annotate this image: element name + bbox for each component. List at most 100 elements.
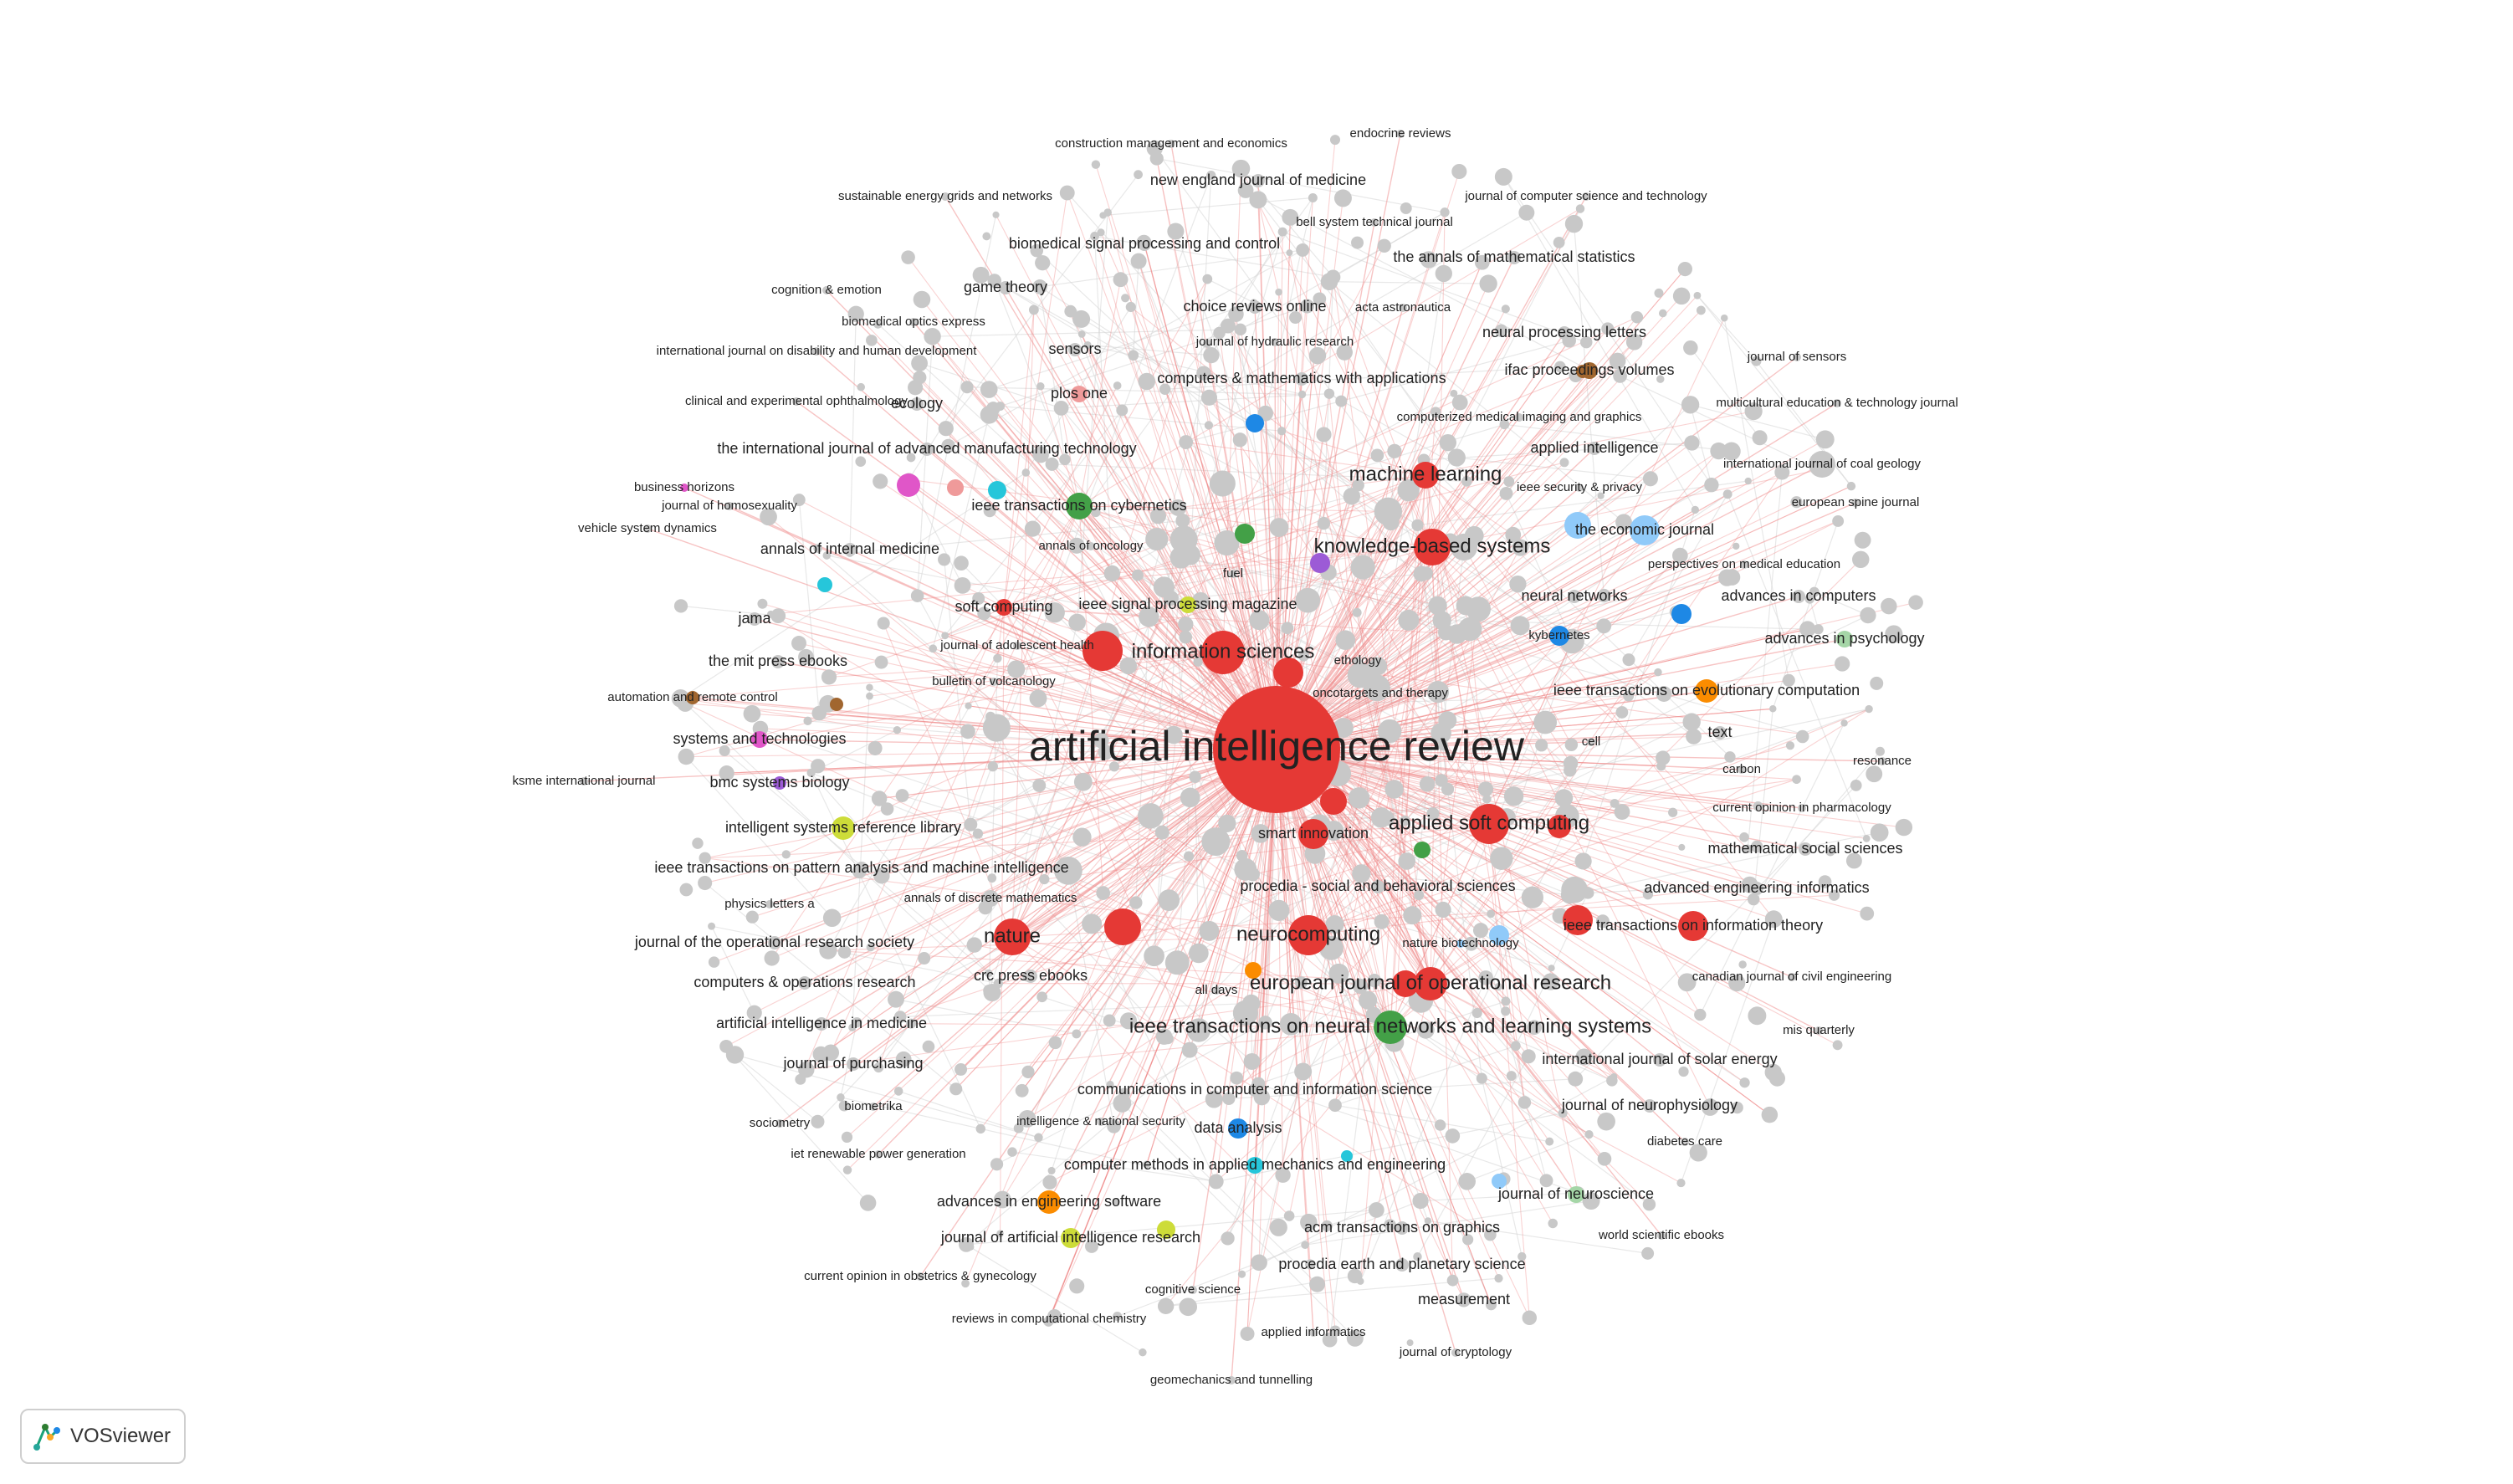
node[interactable] (920, 443, 934, 456)
node[interactable] (1750, 882, 1763, 895)
node[interactable] (751, 731, 768, 748)
node[interactable] (680, 484, 688, 492)
node[interactable] (843, 543, 857, 556)
node[interactable] (1878, 757, 1886, 765)
node[interactable] (725, 502, 734, 510)
node[interactable] (815, 1017, 828, 1031)
node[interactable] (1371, 880, 1384, 893)
node[interactable] (1374, 1011, 1407, 1044)
node[interactable] (910, 397, 924, 411)
node[interactable] (1395, 1221, 1409, 1235)
node[interactable] (1061, 1228, 1081, 1248)
node[interactable] (995, 599, 1012, 616)
node[interactable] (1399, 304, 1407, 312)
node[interactable] (941, 192, 949, 201)
node[interactable] (1653, 1053, 1666, 1067)
node[interactable] (1457, 1293, 1471, 1307)
node[interactable] (1740, 560, 1748, 569)
node[interactable] (1738, 765, 1746, 774)
node[interactable] (1657, 1231, 1666, 1240)
node[interactable] (1071, 386, 1088, 402)
node[interactable] (580, 777, 588, 785)
node[interactable] (1087, 542, 1095, 550)
node[interactable] (1587, 738, 1595, 746)
node[interactable] (909, 318, 918, 326)
node[interactable] (847, 1057, 860, 1071)
node[interactable] (1167, 140, 1175, 148)
node[interactable] (1799, 842, 1812, 856)
node[interactable] (1678, 911, 1708, 941)
node[interactable] (1251, 174, 1265, 187)
node[interactable] (1396, 130, 1405, 138)
node[interactable] (748, 612, 761, 626)
node[interactable] (773, 776, 786, 790)
node[interactable] (999, 281, 1012, 294)
node[interactable] (1246, 1157, 1263, 1174)
node[interactable] (1568, 1186, 1584, 1203)
node[interactable] (1298, 819, 1328, 849)
node[interactable] (775, 1119, 784, 1128)
node[interactable] (1376, 689, 1384, 698)
node[interactable] (916, 1272, 924, 1281)
node[interactable] (1643, 1099, 1656, 1113)
node[interactable] (982, 890, 999, 907)
node[interactable] (1037, 1190, 1061, 1214)
node[interactable] (1248, 300, 1262, 314)
node[interactable] (1180, 596, 1196, 613)
node[interactable] (874, 1150, 883, 1159)
node[interactable] (994, 919, 1031, 955)
node[interactable] (686, 691, 699, 704)
node[interactable] (1507, 251, 1521, 264)
node[interactable] (1851, 499, 1860, 507)
node[interactable] (1681, 1138, 1689, 1146)
node[interactable] (1588, 442, 1601, 455)
node[interactable] (1793, 353, 1801, 361)
node[interactable] (643, 525, 652, 533)
node[interactable] (768, 936, 781, 949)
node[interactable] (1227, 1376, 1236, 1384)
node[interactable] (1138, 238, 1151, 251)
node[interactable] (1833, 399, 1841, 407)
node[interactable] (1582, 192, 1590, 201)
node[interactable] (1568, 590, 1581, 603)
vosviewer-badge[interactable]: VOSviewer (20, 1409, 186, 1464)
node[interactable] (1288, 915, 1328, 955)
node[interactable] (1630, 515, 1660, 545)
node[interactable] (1354, 657, 1362, 665)
node[interactable] (1201, 631, 1245, 674)
node[interactable] (822, 286, 831, 294)
node[interactable] (1228, 1118, 1248, 1139)
node[interactable] (812, 347, 821, 356)
node[interactable] (1798, 804, 1806, 812)
node[interactable] (1248, 1083, 1262, 1097)
node[interactable] (1814, 1026, 1823, 1035)
node[interactable] (1309, 1328, 1318, 1337)
node[interactable] (1575, 484, 1584, 492)
node[interactable] (1212, 986, 1221, 995)
node[interactable] (1581, 362, 1598, 379)
node[interactable] (869, 1103, 878, 1111)
node[interactable] (1713, 726, 1727, 739)
node[interactable] (765, 900, 774, 908)
node[interactable] (1414, 529, 1451, 565)
node[interactable] (1045, 1315, 1053, 1323)
node[interactable] (771, 655, 785, 668)
node[interactable] (1809, 451, 1835, 478)
node[interactable] (990, 678, 998, 686)
node[interactable] (1469, 804, 1509, 844)
node[interactable] (832, 816, 855, 840)
node[interactable] (1788, 973, 1796, 981)
node[interactable] (1456, 939, 1465, 948)
node[interactable] (1024, 970, 1037, 983)
node[interactable] (1412, 462, 1439, 489)
node[interactable] (1792, 590, 1805, 603)
node[interactable] (1295, 372, 1308, 386)
node[interactable] (1836, 631, 1853, 647)
node[interactable] (1558, 326, 1571, 340)
node[interactable] (798, 976, 811, 990)
node[interactable] (792, 397, 801, 406)
node[interactable] (855, 862, 868, 875)
node[interactable] (1414, 967, 1447, 1000)
node[interactable] (1395, 1258, 1409, 1272)
